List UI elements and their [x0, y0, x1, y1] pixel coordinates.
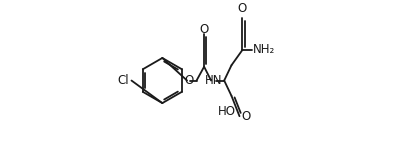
Text: O: O	[200, 23, 209, 36]
Text: HN: HN	[204, 74, 222, 87]
Text: O: O	[184, 74, 193, 87]
Text: Cl: Cl	[118, 74, 129, 87]
Text: HO: HO	[218, 105, 236, 118]
Text: NH₂: NH₂	[253, 43, 276, 57]
Text: O: O	[238, 2, 247, 15]
Text: O: O	[242, 110, 251, 123]
